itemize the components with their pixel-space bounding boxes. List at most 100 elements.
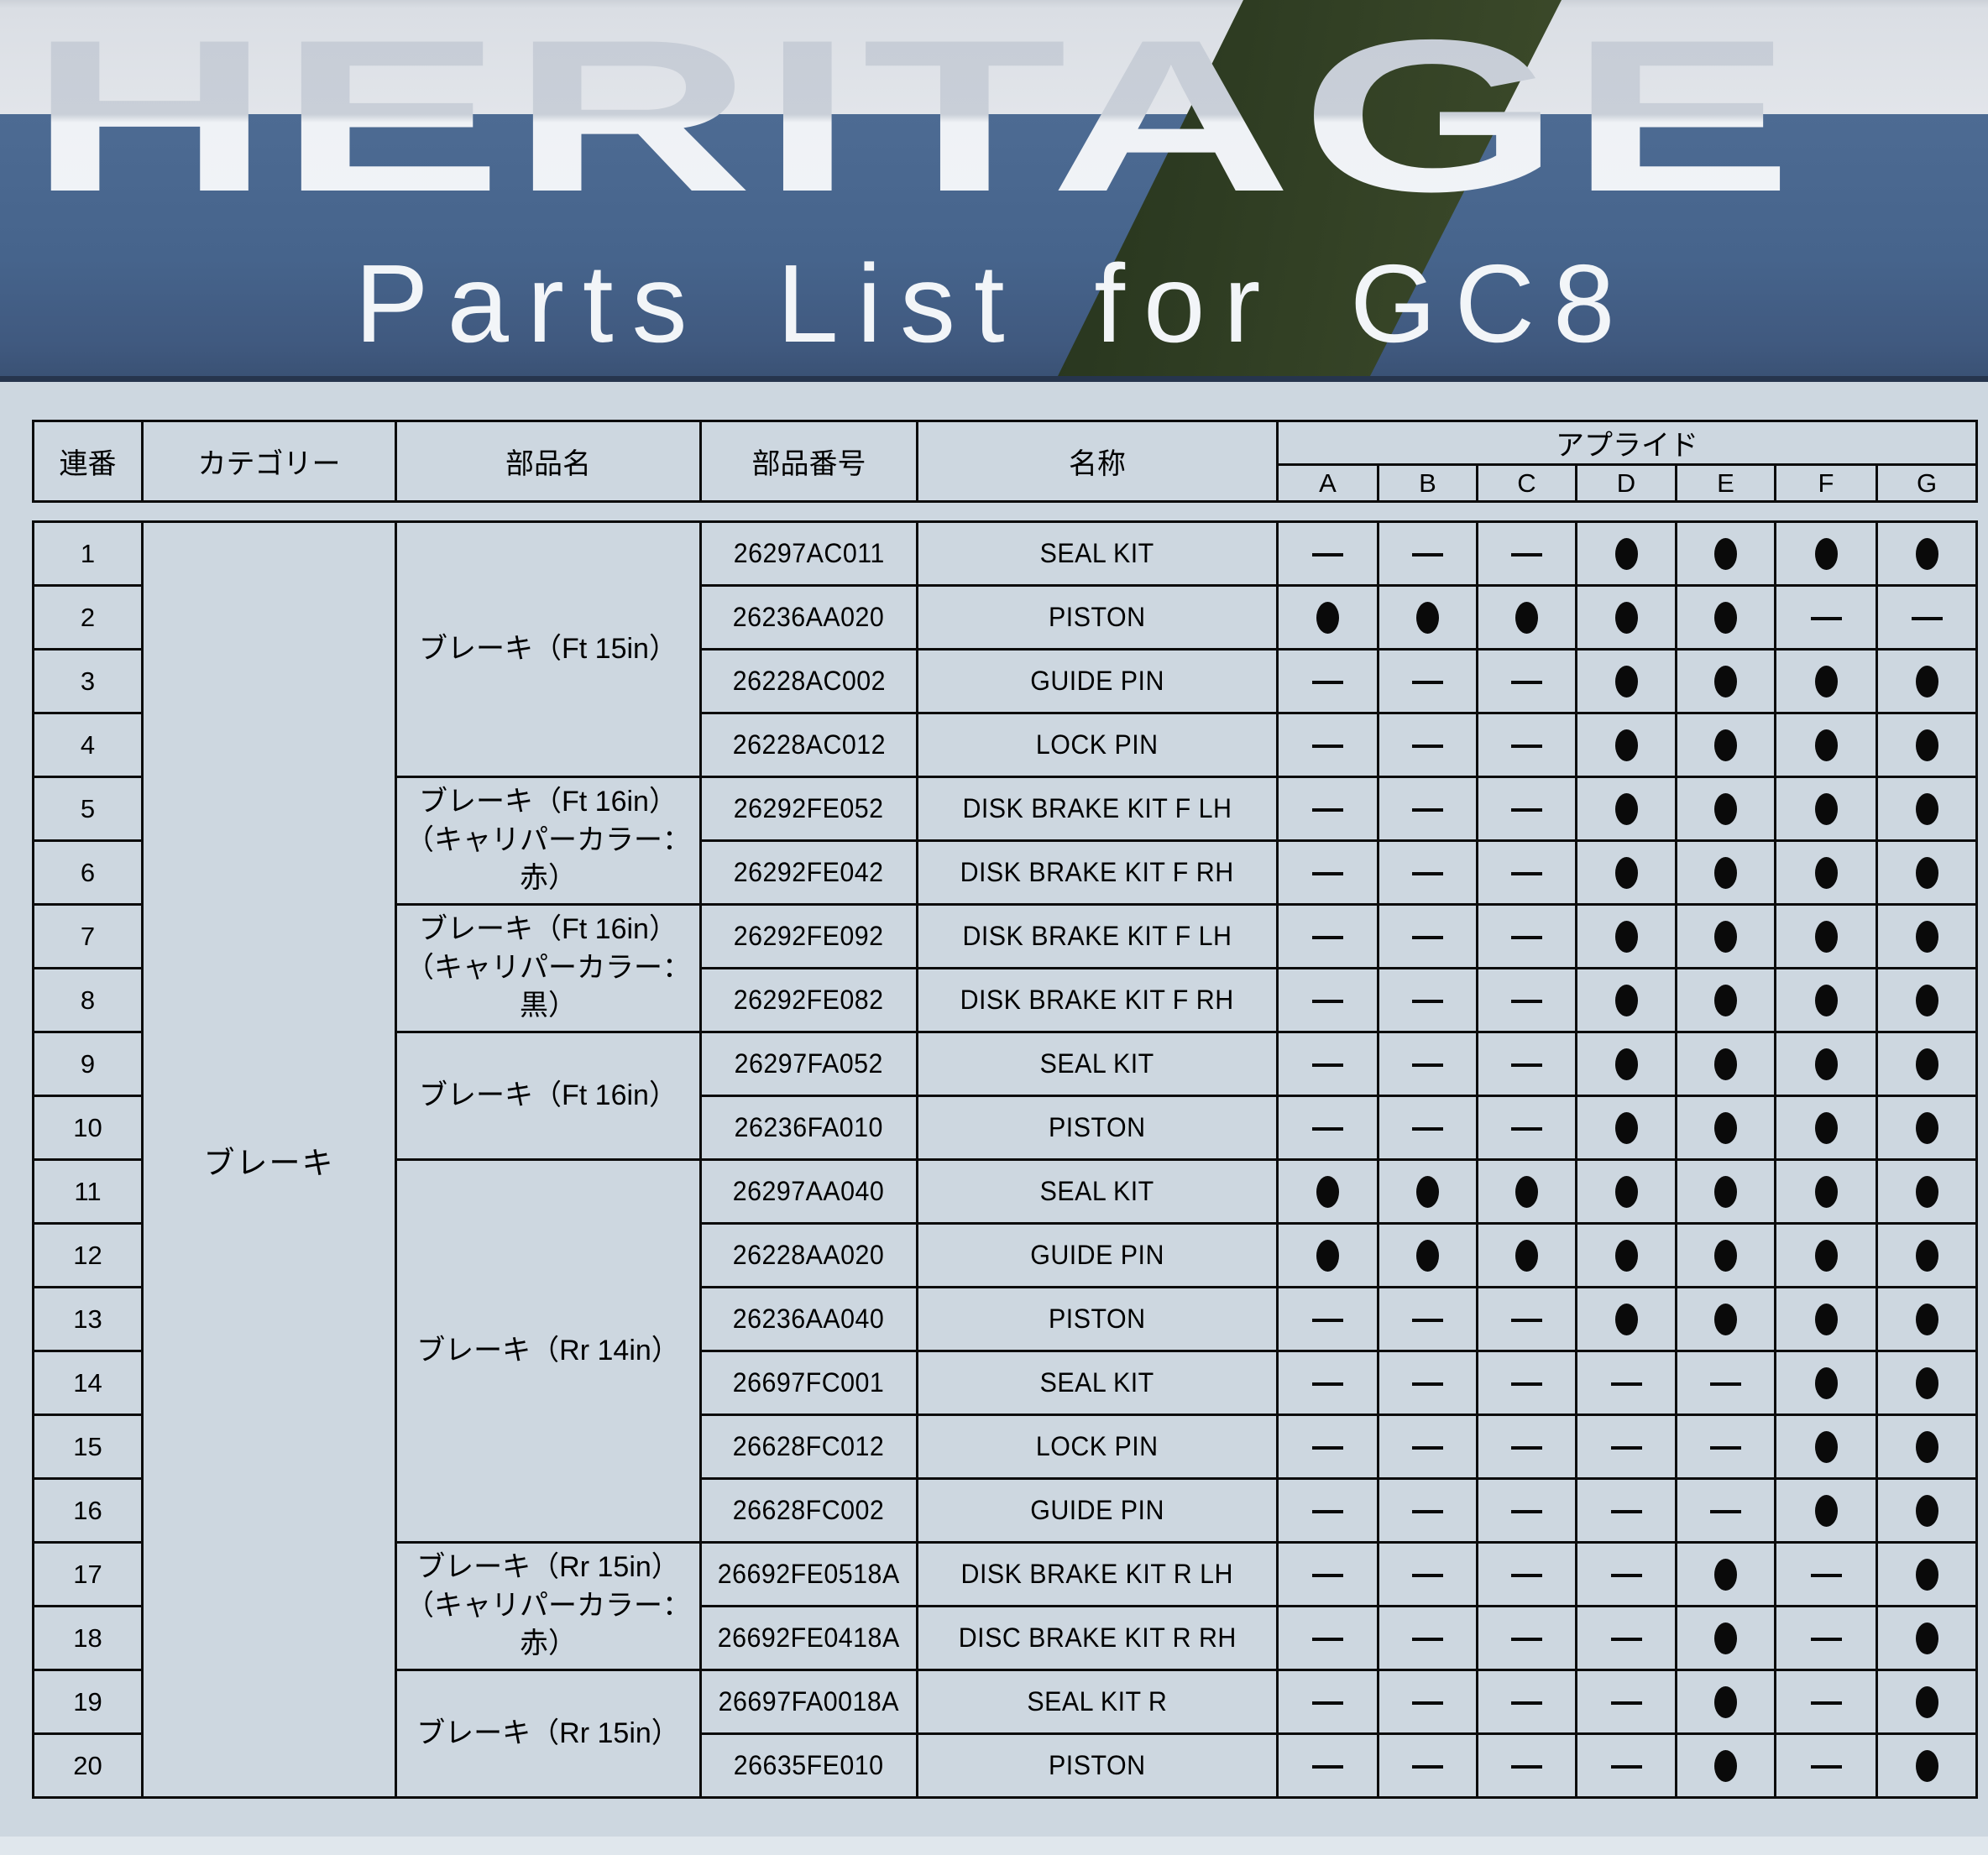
applied-cell-G [1876, 520, 1978, 587]
applied-cell-F [1774, 1732, 1878, 1799]
name-cell: DISK BRAKE KIT F LH [916, 903, 1279, 969]
applied-dot-icon [1814, 665, 1838, 698]
applied-dot-icon [1714, 1175, 1737, 1208]
applied-dot-icon [1614, 792, 1638, 825]
table-row: 10 26236FA010 PISTON [32, 1095, 1978, 1161]
applied-dot-icon [1814, 1111, 1838, 1144]
applied-dot-icon [1714, 1749, 1737, 1782]
applied-cell-B [1377, 776, 1478, 842]
name-cell: DISK BRAKE KIT F RH [916, 839, 1279, 906]
applied-cell-G [1876, 1350, 1978, 1416]
part-number-cell: 26228AA020 [699, 1222, 918, 1288]
banner-light-band [0, 0, 1988, 114]
applied-dash-icon [1511, 745, 1542, 749]
applied-dash-icon [1810, 1765, 1842, 1769]
applied-cell-G [1876, 584, 1978, 651]
applied-cell-G [1876, 1413, 1978, 1480]
applied-cell-F [1774, 776, 1878, 842]
applied-cell-A [1276, 1286, 1379, 1352]
part-number-cell: 26628FC012 [699, 1413, 918, 1480]
applied-cell-E [1675, 839, 1776, 906]
applied-cell-G [1876, 1286, 1978, 1352]
part-number-cell: 26236FA010 [699, 1095, 918, 1161]
applied-dash-icon [1312, 553, 1343, 557]
applied-cell-D [1575, 1350, 1677, 1416]
applied-dash-icon [1312, 936, 1343, 940]
seq-cell: 8 [32, 967, 144, 1033]
applied-dash-icon [1312, 1574, 1343, 1578]
part-number-cell: 26697FA0018A [699, 1669, 918, 1735]
applied-cell-E [1675, 1413, 1776, 1480]
header-applied-col-E: E [1675, 463, 1776, 503]
applied-dash-icon [1511, 553, 1542, 557]
table-row: 12 26228AA020 GUIDE PIN [32, 1222, 1978, 1288]
banner-title: Parts List for GC8 [354, 242, 1634, 365]
applied-dot-icon [1814, 984, 1838, 1016]
applied-cell-F [1774, 712, 1878, 778]
applied-cell-B [1377, 1732, 1478, 1799]
applied-dash-icon [1412, 1701, 1443, 1706]
applied-cell-D [1575, 967, 1677, 1033]
applied-dash-icon [1511, 1382, 1542, 1387]
name-cell: SEAL KIT [916, 1158, 1279, 1225]
applied-dot-icon [1714, 856, 1737, 889]
applied-cell-C [1476, 520, 1577, 587]
header-applied-col-B: B [1377, 463, 1478, 503]
applied-dash-icon [1511, 1063, 1542, 1068]
applied-dot-icon [1814, 1239, 1838, 1272]
applied-dot-icon [1915, 729, 1938, 761]
applied-cell-A [1276, 1350, 1379, 1416]
table-row: 1 ブレーキ ブレーキ（Ft 15in） 26297AC011 SEAL KIT [32, 520, 1978, 1799]
applied-cell-C [1476, 1732, 1577, 1799]
applied-cell-G [1876, 1541, 1978, 1607]
applied-dot-icon [1915, 792, 1938, 825]
applied-cell-C [1476, 1541, 1577, 1607]
applied-cell-A [1276, 712, 1379, 778]
applied-dot-icon [1814, 729, 1838, 761]
applied-cell-A [1276, 1158, 1379, 1225]
applied-dot-icon [1915, 1303, 1938, 1335]
applied-cell-B [1377, 1477, 1478, 1544]
applied-cell-C [1476, 584, 1577, 651]
applied-dash-icon [1511, 1446, 1542, 1450]
applied-cell-D [1575, 1477, 1677, 1544]
applied-dot-icon [1814, 1366, 1838, 1399]
applied-dash-icon [1511, 1701, 1542, 1706]
applied-dash-icon [1610, 1574, 1642, 1578]
part-number-cell: 26292FE052 [699, 776, 918, 842]
table-row: 5 ブレーキ（Ft 16in） （キャリパーカラー：赤） 26292FE052 DISK… [32, 776, 1978, 906]
category-cell: ブレーキ [141, 520, 397, 1799]
applied-dot-icon [1614, 1111, 1638, 1144]
applied-cell-D [1575, 839, 1677, 906]
part-number-cell: 26635FE010 [699, 1732, 918, 1799]
header-part-number: 部品番号 [699, 420, 918, 503]
name-cell: LOCK PIN [916, 712, 1279, 778]
applied-cell-A [1276, 967, 1379, 1033]
name-cell: PISTON [916, 1286, 1279, 1352]
applied-cell-F [1774, 967, 1878, 1033]
table-row: 14 26697FC001 SEAL KIT [32, 1350, 1978, 1416]
applied-dash-icon [1412, 872, 1443, 876]
name-cell: SEAL KIT [916, 520, 1279, 587]
part-number-cell: 26628FC002 [699, 1477, 918, 1544]
applied-dot-icon [1614, 856, 1638, 889]
applied-cell-B [1377, 967, 1478, 1033]
applied-dash-icon [1810, 617, 1842, 621]
seq-cell: 16 [32, 1477, 144, 1544]
applied-cell-G [1876, 1222, 1978, 1288]
applied-cell-F [1774, 1222, 1878, 1288]
applied-cell-A [1276, 1031, 1379, 1097]
applied-dot-icon [1915, 1239, 1938, 1272]
applied-cell-F [1774, 648, 1878, 714]
header-name: 名称 [916, 420, 1279, 503]
applied-cell-C [1476, 839, 1577, 906]
applied-cell-F [1774, 1031, 1878, 1097]
applied-cell-D [1575, 584, 1677, 651]
applied-cell-D [1575, 1158, 1677, 1225]
name-cell: SEAL KIT R [916, 1669, 1279, 1735]
applied-dot-icon [1714, 1558, 1737, 1591]
applied-dash-icon [1511, 1000, 1542, 1004]
applied-dash-icon [1710, 1446, 1741, 1450]
applied-cell-C [1476, 1158, 1577, 1225]
applied-dash-icon [1511, 872, 1542, 876]
